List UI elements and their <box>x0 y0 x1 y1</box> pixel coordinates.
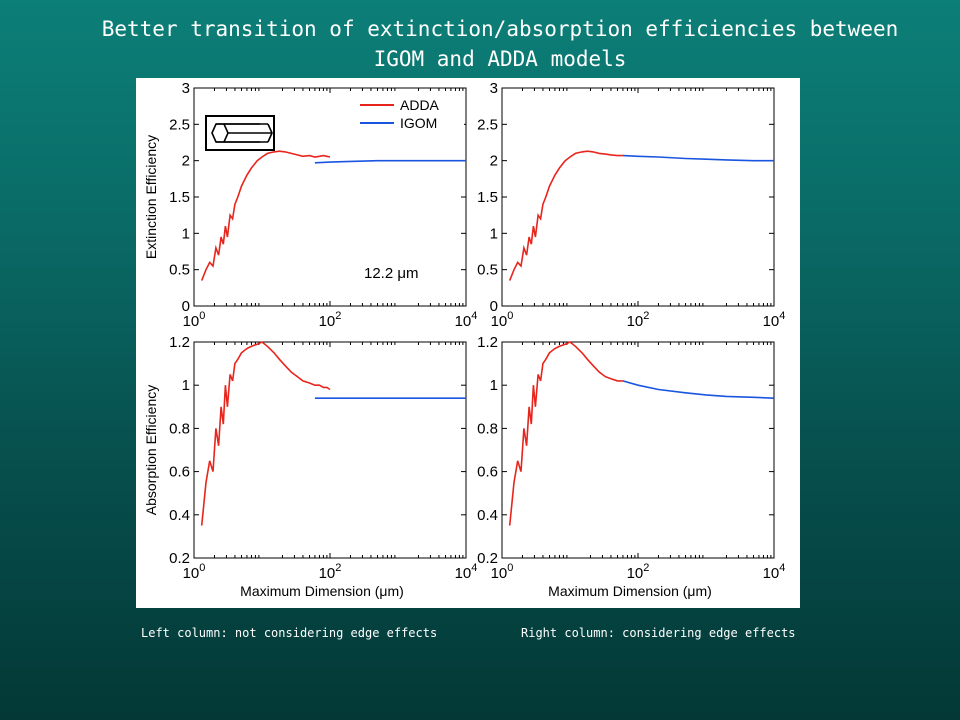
y-tick-label: 1 <box>182 377 190 394</box>
y-axis-label: Absorption Efficiency <box>143 385 159 515</box>
series-line-adda <box>200 341 331 526</box>
y-tick-label: 0.2 <box>169 550 190 567</box>
caption-right: Right column: considering edge effects <box>521 626 796 640</box>
x-tick-label: 104 <box>763 310 786 330</box>
x-tick-label: 100 <box>491 310 514 330</box>
x-tick-label: 100 <box>183 310 206 330</box>
figure-panel: 0 0.5 1 1.5 2 2.5 3 100 102 104 Extinction Efficie… <box>136 78 800 608</box>
y-tick-label: 0.8 <box>477 420 498 437</box>
y-tick-label: 2.5 <box>477 116 498 133</box>
y-tick-label: 2 <box>182 153 190 170</box>
y-tick-label: 0.2 <box>477 550 498 567</box>
legend-box <box>354 91 464 137</box>
x-tick-label: 104 <box>763 562 786 582</box>
y-axis-label: Extinction Efficiency <box>143 135 159 259</box>
y-tick-label: 3 <box>490 80 498 97</box>
y-tick-label: 0.5 <box>477 262 498 279</box>
series-line-adda <box>508 341 623 526</box>
x-tick-label: 102 <box>319 310 342 330</box>
y-tick-label: 0.6 <box>477 464 498 481</box>
y-tick-label: 1 <box>490 225 498 242</box>
x-tick-label: 102 <box>627 310 650 330</box>
y-tick-label: 0.4 <box>169 507 190 524</box>
y-tick-label: 1.2 <box>169 334 190 351</box>
legend-label-igom: IGOM <box>400 115 437 131</box>
series-line-igom <box>622 380 775 399</box>
y-tick-label: 1.5 <box>169 189 190 206</box>
y-tick-label: 0.6 <box>169 464 190 481</box>
slide-title-line1: Better transition of extinction/absorpti… <box>101 17 899 41</box>
plot-frame-bottom-left <box>193 341 467 559</box>
x-tick-label: 100 <box>183 562 206 582</box>
y-tick-label: 3 <box>182 80 190 97</box>
x-tick-label: 104 <box>455 562 478 582</box>
x-axis-label: Maximum Dimension (μm) <box>548 583 712 599</box>
y-tick-label: 1.2 <box>477 334 498 351</box>
x-tick-label: 100 <box>491 562 514 582</box>
y-tick-label: 0 <box>182 298 190 315</box>
y-tick-label: 1 <box>182 225 190 242</box>
series-line-igom <box>622 154 774 162</box>
plot-frame-bottom-right <box>501 341 775 559</box>
slide-title-line2: IGOM and ADDA models <box>373 47 627 71</box>
legend-label-adda: ADDA <box>400 97 440 113</box>
slide-title: Better transition of extinction/absorpti… <box>0 14 960 74</box>
caption-left: Left column: not considering edge effect… <box>141 626 438 640</box>
y-tick-label: 0.4 <box>477 507 498 524</box>
hexagonal-column-icon <box>205 115 275 151</box>
plot-frame-top-right <box>501 87 775 307</box>
wavelength-annotation: 12.2 μm <box>364 265 419 282</box>
y-tick-label: 0.5 <box>169 262 190 279</box>
x-axis-label: Maximum Dimension (μm) <box>240 583 404 599</box>
x-tick-label: 104 <box>455 310 478 330</box>
y-tick-label: 0.8 <box>169 420 190 437</box>
y-tick-label: 0 <box>490 298 498 315</box>
series-line-adda <box>508 150 623 281</box>
x-tick-label: 102 <box>627 562 650 582</box>
y-tick-label: 1 <box>490 377 498 394</box>
y-tick-label: 1.5 <box>477 189 498 206</box>
x-tick-label: 102 <box>319 562 342 582</box>
y-tick-label: 2.5 <box>169 116 190 133</box>
series-line-igom <box>314 159 466 164</box>
y-tick-label: 2 <box>490 153 498 170</box>
series-line-adda <box>200 150 331 281</box>
